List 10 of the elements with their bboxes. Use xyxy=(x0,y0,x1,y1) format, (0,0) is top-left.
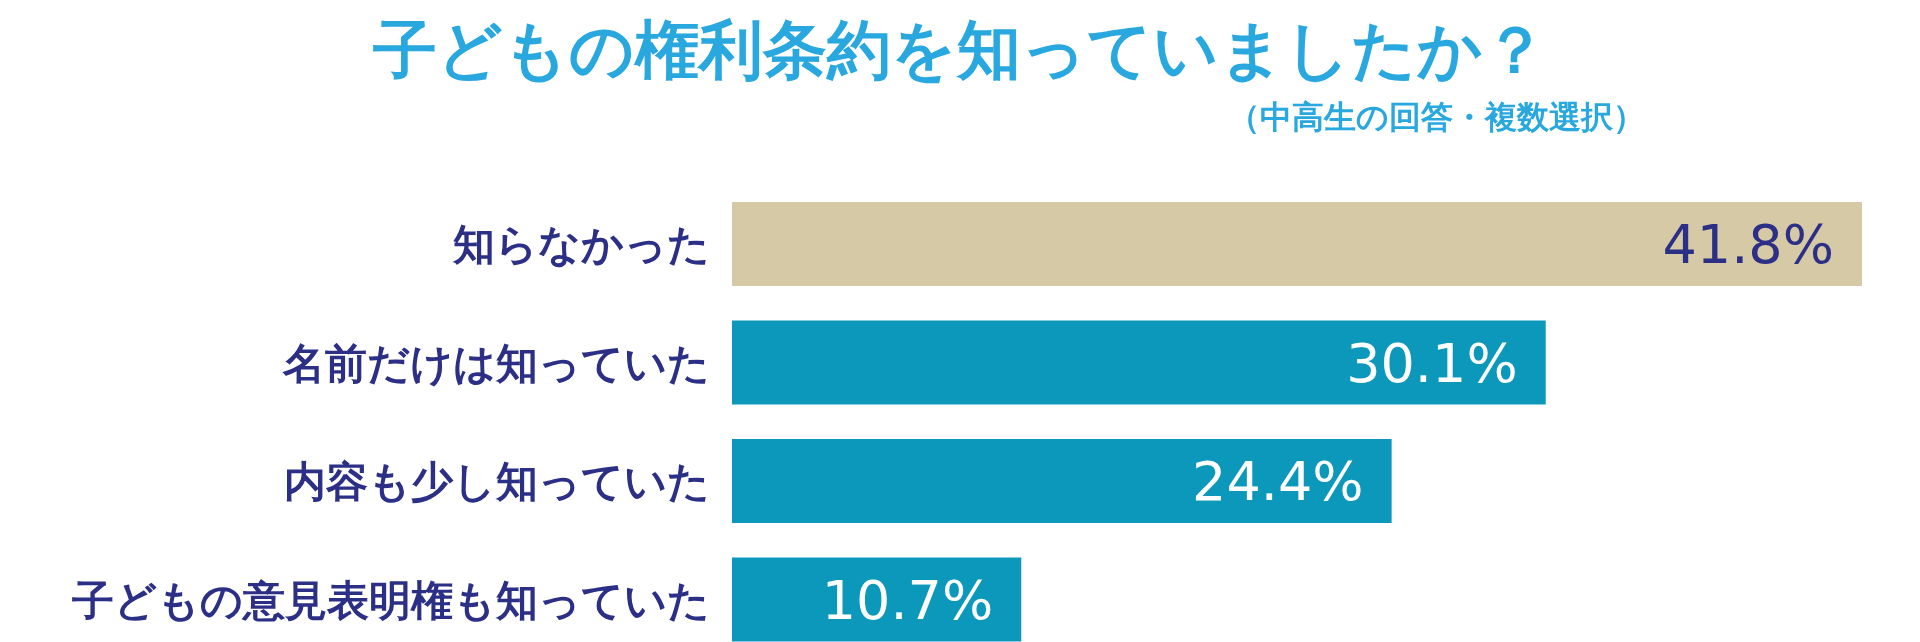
y-tick-label: 名前だけは知っていた xyxy=(282,338,710,388)
y-tick-label: 内容も少し知っていた xyxy=(284,457,710,506)
y-tick-label: 知らなかった xyxy=(452,220,710,269)
data-label: 30.1% xyxy=(1346,331,1518,395)
data-label: 10.7% xyxy=(821,568,994,632)
chart-subtitle: （中高生の回答・複数選択） xyxy=(1228,98,1645,136)
y-tick-label: 子どもの意見表明権も知っていた xyxy=(71,575,710,625)
chart-title: 子どもの権利条約を知っていましたか？ xyxy=(372,13,1547,87)
data-label: 41.8% xyxy=(1662,213,1834,276)
data-label: 24.4% xyxy=(1192,450,1364,513)
